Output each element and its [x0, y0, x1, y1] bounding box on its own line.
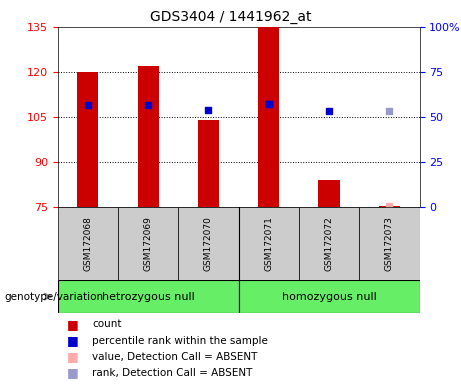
Point [205, 106, 212, 113]
Text: homozygous null: homozygous null [282, 291, 377, 302]
Point [325, 108, 333, 114]
Bar [319, 180, 340, 207]
Point [265, 101, 272, 107]
Bar [379, 206, 400, 207]
Point [386, 203, 393, 209]
Bar [258, 27, 279, 207]
Text: GSM172068: GSM172068 [83, 217, 92, 271]
Bar [77, 72, 98, 207]
Bar [178, 207, 239, 280]
Bar [118, 207, 178, 280]
Bar [239, 280, 420, 313]
Point [84, 102, 91, 108]
Text: GSM172073: GSM172073 [385, 217, 394, 271]
Text: GSM172072: GSM172072 [325, 217, 334, 271]
Text: ■: ■ [67, 334, 78, 347]
Bar [299, 207, 359, 280]
Text: percentile rank within the sample: percentile rank within the sample [92, 336, 268, 346]
Point [386, 108, 393, 114]
Bar [58, 280, 239, 313]
Text: count: count [92, 319, 122, 329]
Text: GDS3404 / 1441962_at: GDS3404 / 1441962_at [150, 10, 311, 23]
Bar [137, 66, 159, 207]
Text: GSM172071: GSM172071 [264, 217, 273, 271]
Bar [359, 207, 420, 280]
Text: GSM172069: GSM172069 [143, 217, 153, 271]
Point [144, 102, 152, 108]
Text: ■: ■ [67, 366, 78, 379]
Text: rank, Detection Call = ABSENT: rank, Detection Call = ABSENT [92, 368, 253, 378]
Text: value, Detection Call = ABSENT: value, Detection Call = ABSENT [92, 352, 258, 362]
Point [265, 101, 272, 107]
Bar [198, 120, 219, 207]
Bar [239, 207, 299, 280]
Text: genotype/variation: genotype/variation [5, 291, 104, 302]
Text: ■: ■ [67, 350, 78, 363]
Text: hetrozygous null: hetrozygous null [102, 291, 195, 302]
Text: ■: ■ [67, 318, 78, 331]
Text: GSM172070: GSM172070 [204, 217, 213, 271]
Bar [58, 207, 118, 280]
